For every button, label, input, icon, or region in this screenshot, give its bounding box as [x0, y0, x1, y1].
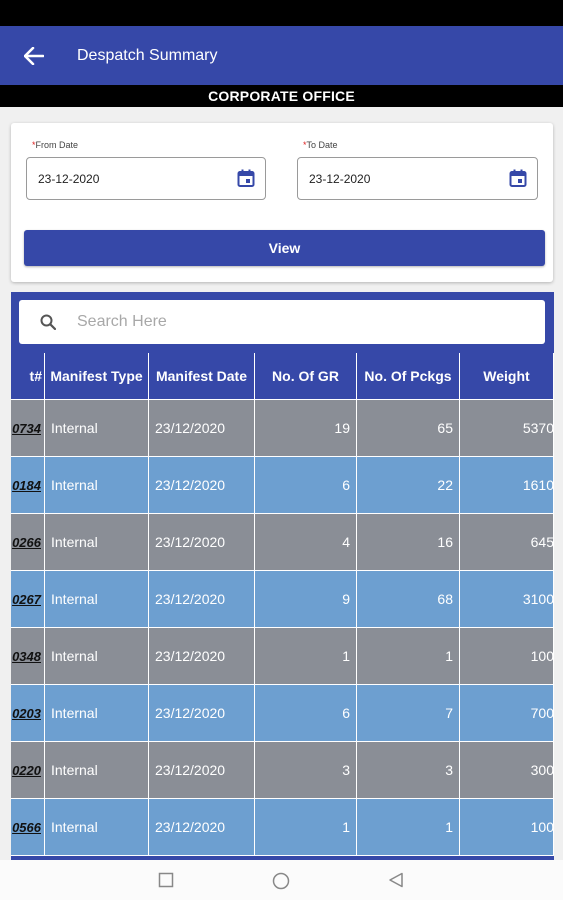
cell-manifest-date: 23/12/2020	[149, 628, 255, 685]
square-icon[interactable]	[158, 872, 174, 888]
cell-manifest-date: 23/12/2020	[149, 514, 255, 571]
back-button[interactable]	[0, 26, 68, 85]
cell-manifest-date: 23/12/2020	[149, 400, 255, 457]
cell-no-of-gr: 3	[255, 742, 357, 799]
cell-no-of-gr: 9	[255, 571, 357, 628]
search-icon	[40, 314, 56, 330]
from-date-value: 23-12-2020	[38, 171, 100, 186]
cell-no-of-pckgs: 22	[357, 457, 460, 514]
cell-no-of-gr: 1	[255, 628, 357, 685]
cell-no-of-gr: 6	[255, 457, 357, 514]
cell-no-of-gr: 4	[255, 514, 357, 571]
table-row[interactable]: 0266 Internal 23/12/2020 4 16 645	[11, 514, 554, 571]
cell-no-of-pckgs: 7	[357, 685, 460, 742]
cell-weight: 300	[460, 742, 554, 799]
col-header-manifest-type[interactable]: Manifest Type	[45, 353, 149, 400]
office-banner: CORPORATE OFFICE	[0, 85, 563, 107]
cell-manifest-no-link[interactable]: 0203	[11, 685, 45, 742]
cell-manifest-date: 23/12/2020	[149, 742, 255, 799]
cell-weight: 645	[460, 514, 554, 571]
calendar-icon[interactable]	[509, 169, 527, 188]
cell-no-of-pckgs: 1	[357, 799, 460, 856]
cell-manifest-type: Internal	[45, 400, 149, 457]
cell-weight: 1610	[460, 457, 554, 514]
col-header-weight[interactable]: Weight	[460, 353, 554, 400]
table-row[interactable]: 0203 Internal 23/12/2020 6 7 700	[11, 685, 554, 742]
page-title: Despatch Summary	[77, 46, 218, 64]
cell-no-of-gr: 6	[255, 685, 357, 742]
cell-weight: 3100	[460, 571, 554, 628]
cell-manifest-type: Internal	[45, 685, 149, 742]
cell-weight: 700	[460, 685, 554, 742]
filter-card: *From Date 23-12-2020 *To Date 23-12-202…	[11, 123, 553, 282]
search-placeholder: Search Here	[77, 313, 167, 330]
cell-manifest-date: 23/12/2020	[149, 799, 255, 856]
to-date-field[interactable]: 23-12-2020	[297, 157, 538, 200]
cell-no-of-pckgs: 1	[357, 628, 460, 685]
cell-manifest-type: Internal	[45, 799, 149, 856]
table-row[interactable]: 0566 Internal 23/12/2020 1 1 100	[11, 799, 554, 856]
cell-manifest-no-link[interactable]: 0267	[11, 571, 45, 628]
to-date-value: 23-12-2020	[309, 171, 371, 186]
from-date-label: *From Date	[32, 140, 79, 150]
cell-manifest-no-link[interactable]: 0348	[11, 628, 45, 685]
cell-manifest-type: Internal	[45, 628, 149, 685]
table-row[interactable]: 0184 Internal 23/12/2020 6 22 1610	[11, 457, 554, 514]
triangle-back-icon[interactable]	[388, 872, 404, 888]
calendar-icon[interactable]	[237, 169, 255, 188]
cell-manifest-type: Internal	[45, 742, 149, 799]
cell-no-of-pckgs: 68	[357, 571, 460, 628]
cell-manifest-date: 23/12/2020	[149, 457, 255, 514]
cell-no-of-gr: 1	[255, 799, 357, 856]
table-row[interactable]: 0348 Internal 23/12/2020 1 1 100	[11, 628, 554, 685]
cell-manifest-no-link[interactable]: 0266	[11, 514, 45, 571]
col-header-no-of-pckgs[interactable]: No. Of Pckgs	[357, 353, 460, 400]
despatch-table-panel: Search Here t# Manifest Type Manifest Da…	[11, 292, 554, 860]
cell-manifest-type: Internal	[45, 457, 149, 514]
table-row[interactable]: 0734 Internal 23/12/2020 19 65 5370	[11, 400, 554, 457]
cell-manifest-no-link[interactable]: 0220	[11, 742, 45, 799]
from-date-field[interactable]: 23-12-2020	[26, 157, 266, 200]
cell-no-of-pckgs: 3	[357, 742, 460, 799]
app-bar: Despatch Summary	[0, 26, 563, 85]
col-header-manifest-no[interactable]: t#	[11, 353, 45, 400]
cell-no-of-gr: 19	[255, 400, 357, 457]
cell-no-of-pckgs: 16	[357, 514, 460, 571]
cell-manifest-date: 23/12/2020	[149, 685, 255, 742]
search-input[interactable]: Search Here	[19, 300, 545, 344]
cell-manifest-no-link[interactable]: 0734	[11, 400, 45, 457]
arrow-left-icon	[24, 46, 44, 65]
to-date-label: *To Date	[303, 140, 338, 150]
cell-weight: 5370	[460, 400, 554, 457]
cell-weight: 100	[460, 628, 554, 685]
system-nav-bar	[0, 860, 563, 900]
cell-manifest-no-link[interactable]: 0184	[11, 457, 45, 514]
table-row[interactable]: 0267 Internal 23/12/2020 9 68 3100	[11, 571, 554, 628]
status-bar	[0, 0, 563, 26]
cell-no-of-pckgs: 65	[357, 400, 460, 457]
col-header-manifest-date[interactable]: Manifest Date	[149, 353, 255, 400]
cell-manifest-date: 23/12/2020	[149, 571, 255, 628]
view-button[interactable]: View	[24, 230, 545, 266]
table-header: t# Manifest Type Manifest Date No. Of GR…	[11, 353, 554, 400]
cell-weight: 100	[460, 799, 554, 856]
cell-manifest-no-link[interactable]: 0566	[11, 799, 45, 856]
table-row[interactable]: 0220 Internal 23/12/2020 3 3 300	[11, 742, 554, 799]
col-header-no-of-gr[interactable]: No. Of GR	[255, 353, 357, 400]
circle-icon[interactable]	[272, 872, 290, 890]
cell-manifest-type: Internal	[45, 571, 149, 628]
cell-manifest-type: Internal	[45, 514, 149, 571]
